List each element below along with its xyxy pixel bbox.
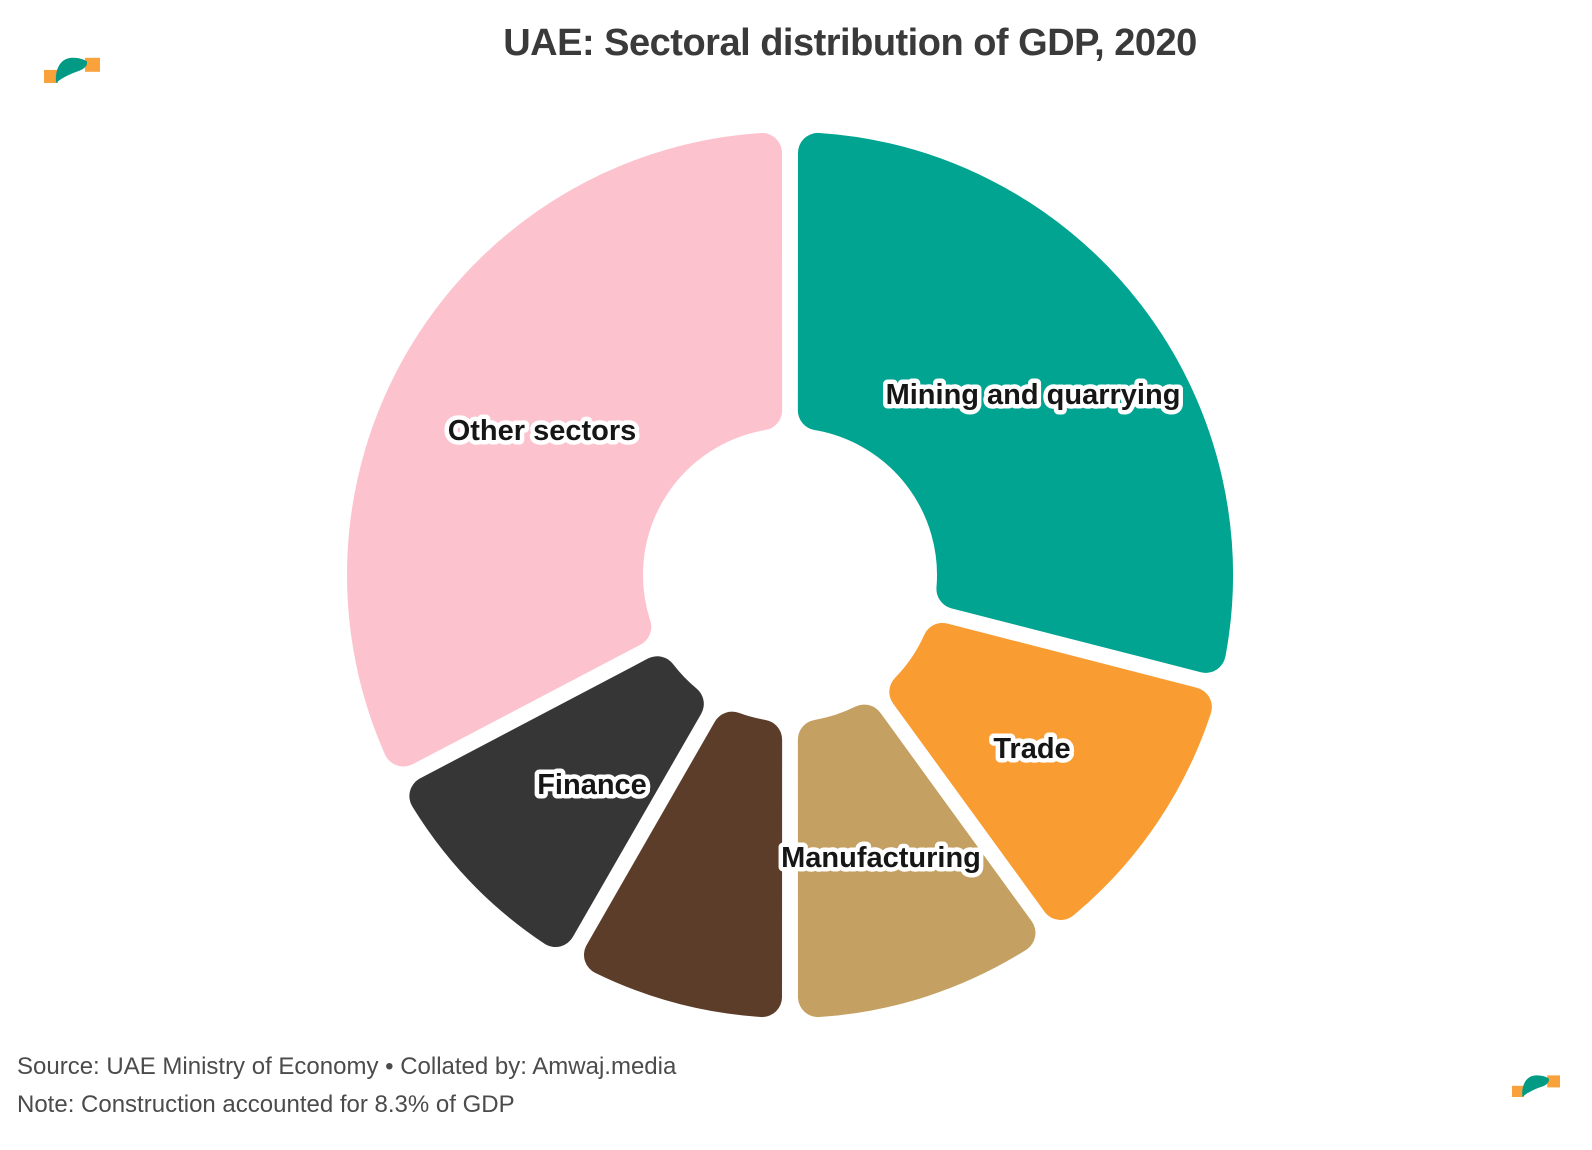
slice-label-mining-and-quarrying: Mining and quarrying (886, 379, 1181, 411)
page-title: UAE: Sectoral distribution of GDP, 2020 (503, 22, 1197, 64)
amwaj-logo-bottom-right (1512, 1072, 1560, 1098)
slice-finance (409, 656, 704, 948)
logo-square-right (1547, 1075, 1560, 1088)
slice-other-sectors (347, 132, 783, 767)
slice-mining-and-quarrying (797, 132, 1233, 673)
slice-manufacturing (797, 704, 1036, 1018)
amwaj-logo-top-left (44, 54, 100, 84)
logo-square-left (44, 69, 58, 83)
logo-square-right (85, 57, 100, 72)
logo-square-left (1512, 1085, 1524, 1097)
slice-trade (889, 622, 1212, 921)
slice-label-manufacturing: Manufacturing (781, 842, 981, 874)
slice-construction (583, 711, 783, 1018)
slice-label-other-sectors: Other sectors (448, 415, 637, 447)
slice-label-finance: Finance (537, 769, 647, 801)
slice-label-trade: Trade (993, 733, 1070, 765)
note-line: Note: Construction accounted for 8.3% of… (17, 1091, 515, 1118)
logo-wave-icon (1522, 1075, 1549, 1097)
source-line: Source: UAE Ministry of Economy • Collat… (17, 1053, 677, 1080)
logo-wave-icon (55, 57, 88, 83)
